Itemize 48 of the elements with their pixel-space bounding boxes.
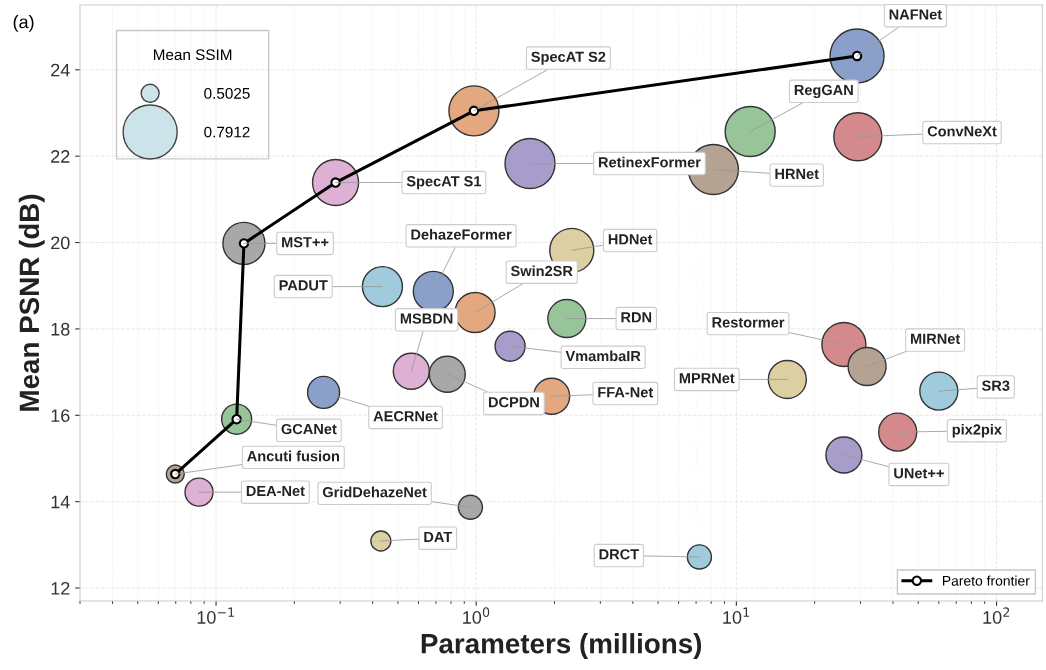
y-tick-label: 22 [51,150,70,163]
annotation: UNet++ [894,468,944,479]
annotation: RDN [621,312,652,323]
annotation: MIRNet [911,333,961,345]
y-axis-title: Mean PSNR (dB) [18,194,45,411]
annotation: PADUT [279,280,328,291]
annotation: Ancuti fusion [247,450,339,462]
annotation: MST++ [282,237,329,248]
y-tick-label: 24 [51,63,70,77]
annotation: RetinexFormer [598,156,701,168]
annotation: DCPDN [488,397,539,408]
annotation: ConvNeXt [927,126,997,137]
y-tick-label: 14 [51,495,70,509]
x-tick-label: 10$^{0}$ [463,607,490,624]
annotation: SR3 [981,380,1010,391]
annotation: DehazeFormer [411,228,512,240]
x-axis-title: Parameters (millions) [421,633,702,659]
annotation: HDNet [608,234,653,245]
annotation: DRCT [599,549,639,560]
annotation: pix2pix [952,423,1002,438]
annotation: FFA-Net [598,387,654,398]
annotation: DEA-Net [246,485,305,497]
x-tick-label: 10$^{2}$ [983,607,1010,624]
legend-title: Mean SSIM [153,49,232,61]
annotation: SpecAT S2 [531,51,606,65]
y-tick-label: 12 [51,581,70,595]
annotation: Restormer [712,317,785,328]
annotation: SpecAT S1 [406,176,482,190]
legend-label: Pareto frontier [942,575,1030,586]
text: (a) [13,15,34,32]
annotation: RegGAN [794,84,853,99]
y-tick-label: 18 [51,322,70,336]
annotation: MSBDN [400,313,453,324]
legend-label: 0.7912 [204,126,250,138]
annotation: NAFNet [889,9,942,20]
annotation: AECRNet [373,410,438,422]
annotation: DAT [424,531,453,542]
annotation: GCANet [281,423,337,435]
y-tick-label: 16 [51,409,70,423]
x-tick-label: 10$^{−1}$ [197,607,234,624]
annotation: VmambaIR [565,350,641,362]
y-tick-label: 20 [51,236,70,250]
annotation: GridDehazeNet [322,486,427,498]
annotation: Swin2SR [510,265,573,277]
annotation: HRNet [775,168,819,180]
legend-label: 0.5025 [204,87,250,99]
x-tick-label: 10$^{1}$ [723,607,750,624]
annotation: MPRNet [679,373,735,384]
